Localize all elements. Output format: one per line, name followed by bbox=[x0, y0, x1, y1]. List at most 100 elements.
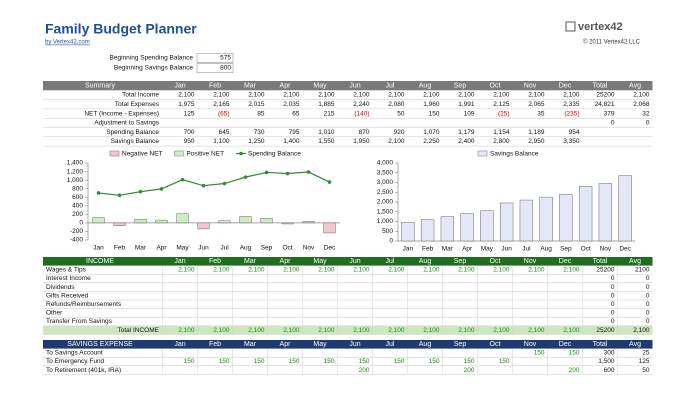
cell: 0 bbox=[646, 292, 650, 299]
y-tick-label: 1,500 bbox=[377, 208, 394, 215]
x-tick-label: Jun bbox=[198, 245, 209, 252]
cell: 1,154 bbox=[493, 129, 510, 136]
cell: 109 bbox=[464, 110, 475, 117]
cell: (65) bbox=[218, 110, 230, 117]
column-header: Feb bbox=[209, 341, 221, 348]
y-tick-label: 1,000 bbox=[377, 218, 394, 225]
cell: 2,100 bbox=[563, 267, 580, 274]
row-label: To Savings Account bbox=[46, 350, 103, 357]
bar bbox=[539, 196, 553, 242]
cell: 35 bbox=[537, 110, 545, 117]
cell: 0 bbox=[646, 301, 650, 308]
bar bbox=[480, 210, 494, 242]
line-marker bbox=[96, 191, 101, 195]
x-tick-label: Apr bbox=[462, 246, 473, 253]
bar bbox=[281, 222, 294, 225]
column-header: Jul bbox=[386, 82, 395, 89]
cell: 2,100 bbox=[388, 267, 405, 274]
y-tick-label: 3,500 bbox=[377, 169, 394, 176]
line-marker bbox=[243, 175, 248, 179]
x-tick-label: Jan bbox=[93, 245, 104, 252]
table-header bbox=[43, 257, 653, 266]
x-tick-label: Feb bbox=[422, 246, 434, 253]
bar bbox=[440, 216, 455, 242]
legend-swatch bbox=[477, 150, 488, 157]
cell: (235) bbox=[564, 110, 579, 117]
cell: 2,100 bbox=[493, 327, 510, 334]
cell: 2,100 bbox=[528, 267, 545, 274]
cell: 0 bbox=[611, 310, 615, 317]
cell: 2,100 bbox=[423, 327, 440, 334]
row-label: Gifts Received bbox=[46, 292, 89, 299]
copyright: © 2011 Vertex42 LLC bbox=[583, 39, 641, 46]
bar bbox=[618, 175, 632, 242]
x-tick-label: Jul bbox=[522, 246, 531, 253]
y-tick-label: 1,000 bbox=[67, 177, 84, 184]
cell: 1,960 bbox=[423, 101, 440, 108]
column-header: Apr bbox=[280, 341, 292, 348]
cell: 2,335 bbox=[563, 101, 580, 108]
x-tick-label: Jan bbox=[403, 246, 414, 253]
cell: 2,100 bbox=[423, 267, 440, 274]
y-tick-label: -400 bbox=[70, 237, 83, 244]
cell: 200 bbox=[464, 367, 475, 374]
y-tick-label: 2,000 bbox=[377, 199, 394, 206]
column-header: Sep bbox=[454, 82, 467, 89]
column-header: Jan bbox=[174, 341, 185, 348]
y-tick-label: 600 bbox=[72, 194, 83, 201]
cell: 2,100 bbox=[283, 267, 300, 274]
row-label: Refunds/Reimbursements bbox=[46, 301, 122, 308]
column-header: May bbox=[313, 82, 327, 89]
cell: 600 bbox=[604, 367, 615, 374]
cell: 2,068 bbox=[633, 101, 650, 108]
cell: 1,550 bbox=[318, 138, 335, 145]
bar bbox=[155, 219, 168, 224]
cell: 1,010 bbox=[318, 129, 335, 136]
row-label: Transfer From Savings bbox=[46, 318, 113, 325]
bar bbox=[499, 202, 514, 242]
cell: 0 bbox=[646, 284, 650, 291]
cell: 300 bbox=[604, 350, 615, 357]
row-label: NET (Income - Expenses) bbox=[84, 110, 159, 117]
cell: 2,100 bbox=[283, 92, 300, 99]
balance-box bbox=[196, 63, 234, 73]
bar bbox=[598, 183, 613, 242]
cell: 1,991 bbox=[458, 101, 475, 108]
bar bbox=[218, 220, 231, 224]
cell: 2,100 bbox=[458, 92, 475, 99]
column-header: Dec bbox=[559, 258, 572, 265]
cell: 2,100 bbox=[213, 327, 230, 334]
cell: 2,125 bbox=[493, 101, 510, 108]
bar bbox=[420, 219, 435, 242]
legend-label: Positive NET bbox=[186, 151, 224, 158]
cell: 2,100 bbox=[633, 92, 650, 99]
column-header: Apr bbox=[280, 82, 292, 89]
cell: 2,100 bbox=[493, 92, 510, 99]
x-tick-label: Nov bbox=[600, 246, 612, 253]
bar bbox=[401, 222, 415, 242]
byline[interactable]: by Vertex42.com bbox=[45, 40, 90, 46]
bar bbox=[302, 221, 315, 224]
cell: 2,100 bbox=[318, 92, 335, 99]
column-header: Mar bbox=[244, 82, 257, 89]
cell: 0 bbox=[611, 275, 615, 282]
cell: 2,100 bbox=[563, 327, 580, 334]
cell: 2,100 bbox=[528, 327, 545, 334]
cell: 200 bbox=[359, 367, 370, 374]
column-header: Apr bbox=[280, 258, 292, 265]
column-header: Jul bbox=[386, 341, 395, 348]
line-marker bbox=[285, 171, 290, 176]
cell: 795 bbox=[289, 129, 300, 136]
cell: 150 bbox=[499, 358, 510, 365]
column-header: Oct bbox=[490, 341, 501, 348]
cell: 1,250 bbox=[248, 138, 265, 145]
column-header: Total bbox=[593, 258, 608, 265]
cell: 3,350 bbox=[563, 138, 580, 145]
column-header: Jun bbox=[349, 82, 360, 89]
column-header: INCOME bbox=[86, 258, 114, 265]
column-header: Jul bbox=[386, 258, 395, 265]
row-label: Wages & Tips bbox=[46, 267, 87, 274]
column-header: Total bbox=[593, 341, 608, 348]
cell: 150 bbox=[429, 358, 440, 365]
cell: 0 bbox=[611, 292, 615, 299]
